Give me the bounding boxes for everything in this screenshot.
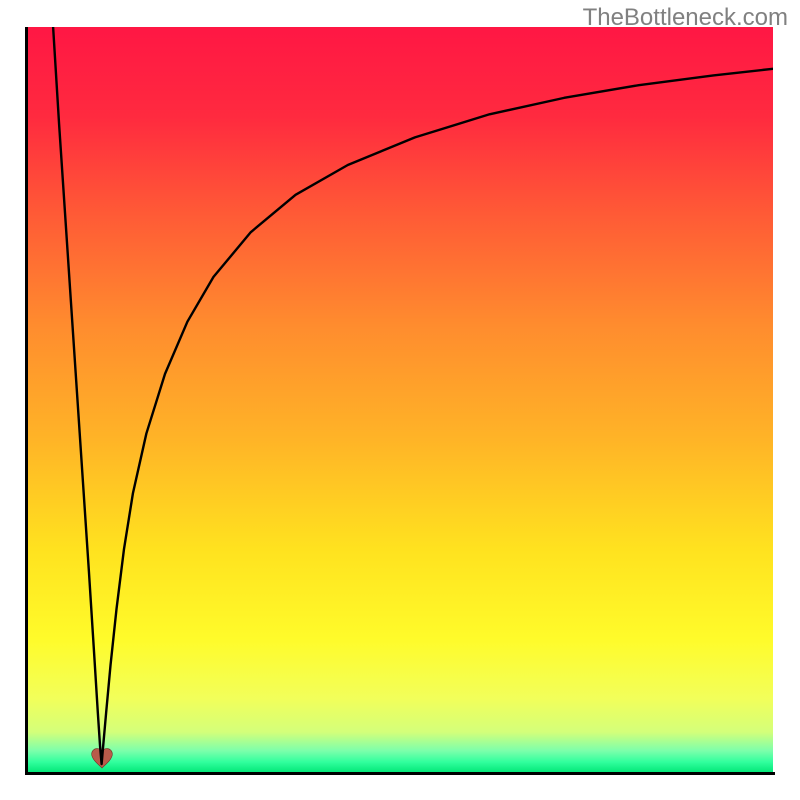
watermark-text: TheBottleneck.com bbox=[583, 4, 788, 32]
curve-svg bbox=[27, 27, 773, 773]
chart-container: TheBottleneck.com bbox=[0, 0, 800, 800]
bottleneck-curve bbox=[53, 27, 773, 764]
x-axis bbox=[25, 772, 775, 775]
y-axis bbox=[25, 27, 28, 775]
